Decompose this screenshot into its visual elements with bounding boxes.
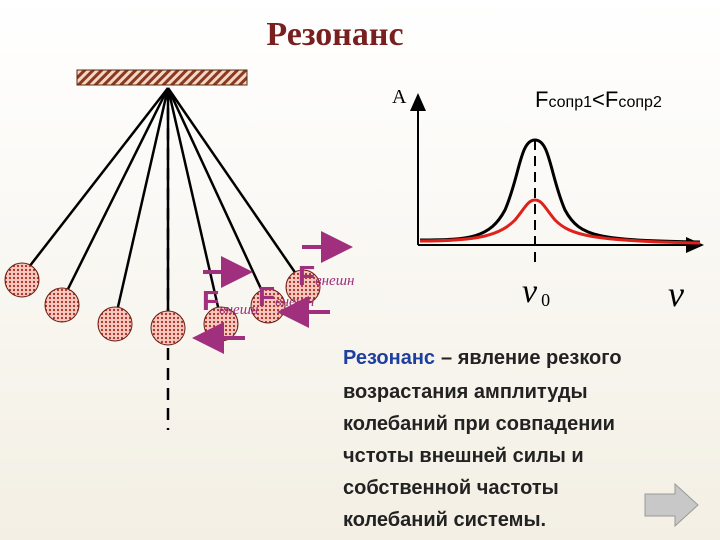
definition-line: колебаний системы.: [343, 509, 546, 531]
force-label: Fвнешн: [202, 285, 258, 318]
definition-line: чстоты внешней силы и: [343, 445, 584, 467]
definition-line: собственной частоты: [343, 477, 559, 499]
definition-line: Резонанс – явление резкого: [343, 347, 622, 369]
resonance-graph: [410, 93, 704, 264]
x-axis-label: ν: [668, 274, 684, 314]
force-label: Fвнешн: [298, 260, 354, 291]
y-axis-label: A: [392, 86, 407, 108]
definition: Резонанс – явление резкого возрастания ам…: [343, 347, 622, 531]
definition-line: возрастания амплитуды: [343, 381, 588, 403]
title: Резонанс: [266, 16, 403, 53]
force-label: Fвнешн: [258, 281, 314, 312]
next-button[interactable]: [644, 482, 699, 528]
force-arrows: [192, 231, 353, 354]
definition-line: колебаний при совпадении: [343, 413, 615, 435]
legend: Fсопр1<Fсопр2: [535, 87, 662, 112]
